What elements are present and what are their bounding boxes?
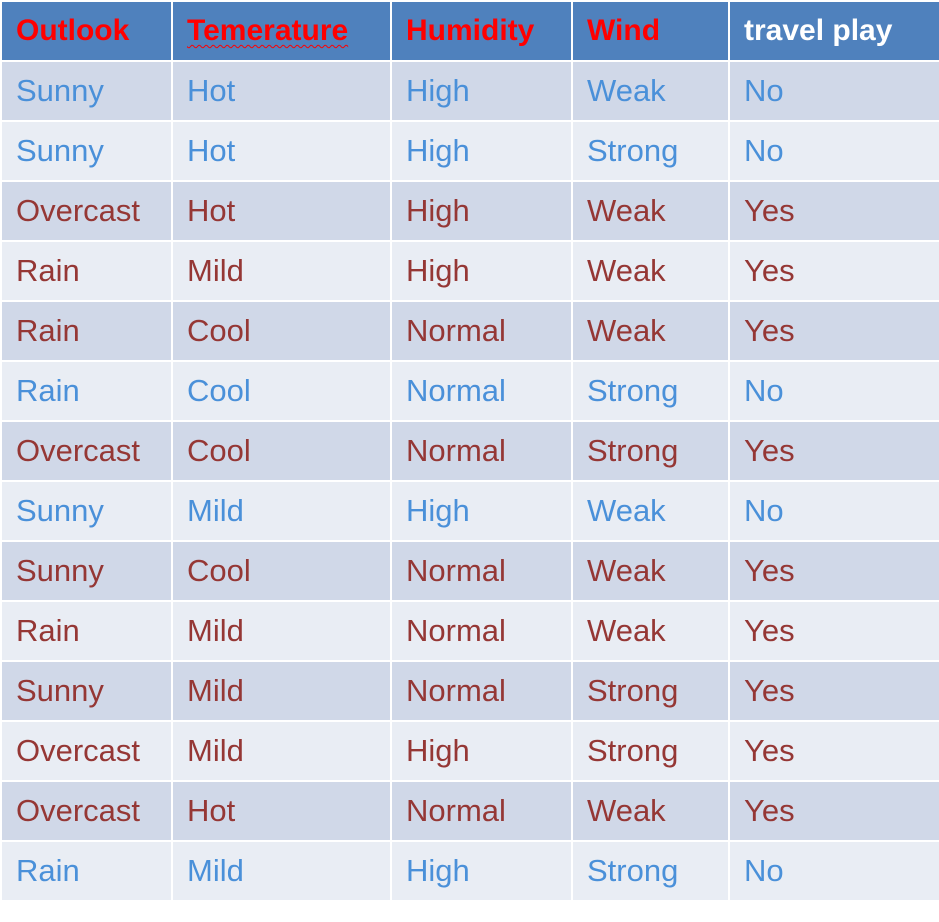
cell-temperature: Mild [171,600,392,662]
cell-temperature: Mild [171,720,392,782]
cell-outlook: Rain [0,840,173,902]
cell-temperature: Cool [171,420,392,482]
cell-travel-play: Yes [728,720,939,782]
table-row: Sunny Mild High Weak No [0,480,939,542]
cell-outlook: Overcast [0,180,173,242]
cell-wind: Weak [571,300,730,362]
cell-outlook: Rain [0,600,173,662]
cell-outlook: Sunny [0,60,173,122]
cell-wind: Strong [571,720,730,782]
cell-travel-play: Yes [728,780,939,842]
cell-outlook: Sunny [0,480,173,542]
cell-wind: Weak [571,60,730,122]
cell-temperature: Cool [171,540,392,602]
table-row: Overcast Cool Normal Strong Yes [0,420,939,482]
cell-wind: Weak [571,480,730,542]
cell-outlook: Overcast [0,720,173,782]
cell-wind: Strong [571,420,730,482]
table-row: Sunny Hot High Strong No [0,120,939,182]
cell-outlook: Sunny [0,540,173,602]
cell-wind: Strong [571,360,730,422]
cell-wind: Weak [571,600,730,662]
cell-humidity: High [390,180,573,242]
header-row: Outlook Temerature Humidity Wind travel … [0,0,939,62]
cell-travel-play: Yes [728,660,939,722]
header-travel-play: travel play [728,0,939,62]
table-row: Rain Cool Normal Strong No [0,360,939,422]
cell-humidity: Normal [390,660,573,722]
cell-temperature: Hot [171,120,392,182]
cell-temperature: Hot [171,180,392,242]
cell-humidity: High [390,60,573,122]
cell-temperature: Mild [171,240,392,302]
cell-humidity: Normal [390,780,573,842]
cell-wind: Weak [571,240,730,302]
cell-humidity: High [390,840,573,902]
header-wind: Wind [571,0,730,62]
table-row: Sunny Mild Normal Strong Yes [0,660,939,722]
cell-humidity: Normal [390,600,573,662]
cell-temperature: Cool [171,360,392,422]
cell-travel-play: Yes [728,540,939,602]
cell-wind: Weak [571,780,730,842]
cell-wind: Strong [571,120,730,182]
cell-travel-play: Yes [728,180,939,242]
cell-humidity: High [390,720,573,782]
cell-humidity: High [390,240,573,302]
cell-wind: Weak [571,540,730,602]
table-row: Overcast Hot High Weak Yes [0,180,939,242]
cell-travel-play: No [728,840,939,902]
cell-temperature: Mild [171,660,392,722]
table-row: Sunny Cool Normal Weak Yes [0,540,939,602]
cell-humidity: Normal [390,360,573,422]
header-humidity: Humidity [390,0,573,62]
table-row: Rain Mild High Strong No [0,840,939,902]
cell-outlook: Overcast [0,420,173,482]
cell-humidity: Normal [390,300,573,362]
cell-travel-play: No [728,120,939,182]
header-temperature-label: Temerature [187,14,349,47]
table-row: Rain Mild Normal Weak Yes [0,600,939,662]
cell-wind: Strong [571,660,730,722]
table-body: Sunny Hot High Weak No Sunny Hot High Strong No Ov… [0,60,939,902]
table-row: Rain Mild High Weak Yes [0,240,939,302]
header-temperature: Temerature [171,0,392,62]
cell-outlook: Sunny [0,120,173,182]
cell-travel-play: No [728,60,939,122]
header-outlook: Outlook [0,0,173,62]
cell-travel-play: Yes [728,420,939,482]
cell-humidity: Normal [390,540,573,602]
cell-humidity: Normal [390,420,573,482]
cell-wind: Strong [571,840,730,902]
table-row: Overcast Hot Normal Weak Yes [0,780,939,842]
cell-temperature: Hot [171,780,392,842]
table-header: Outlook Temerature Humidity Wind travel … [0,0,939,62]
cell-outlook: Overcast [0,780,173,842]
table-row: Overcast Mild High Strong Yes [0,720,939,782]
cell-outlook: Rain [0,360,173,422]
cell-travel-play: Yes [728,600,939,662]
play-tennis-table: Outlook Temerature Humidity Wind travel … [0,0,939,902]
table-row: Rain Cool Normal Weak Yes [0,300,939,362]
cell-outlook: Rain [0,240,173,302]
table-row: Sunny Hot High Weak No [0,60,939,122]
cell-outlook: Sunny [0,660,173,722]
cell-temperature: Cool [171,300,392,362]
cell-humidity: High [390,480,573,542]
cell-travel-play: No [728,480,939,542]
cell-outlook: Rain [0,300,173,362]
cell-wind: Weak [571,180,730,242]
cell-temperature: Hot [171,60,392,122]
cell-humidity: High [390,120,573,182]
cell-travel-play: Yes [728,240,939,302]
cell-temperature: Mild [171,840,392,902]
cell-travel-play: Yes [728,300,939,362]
cell-temperature: Mild [171,480,392,542]
cell-travel-play: No [728,360,939,422]
